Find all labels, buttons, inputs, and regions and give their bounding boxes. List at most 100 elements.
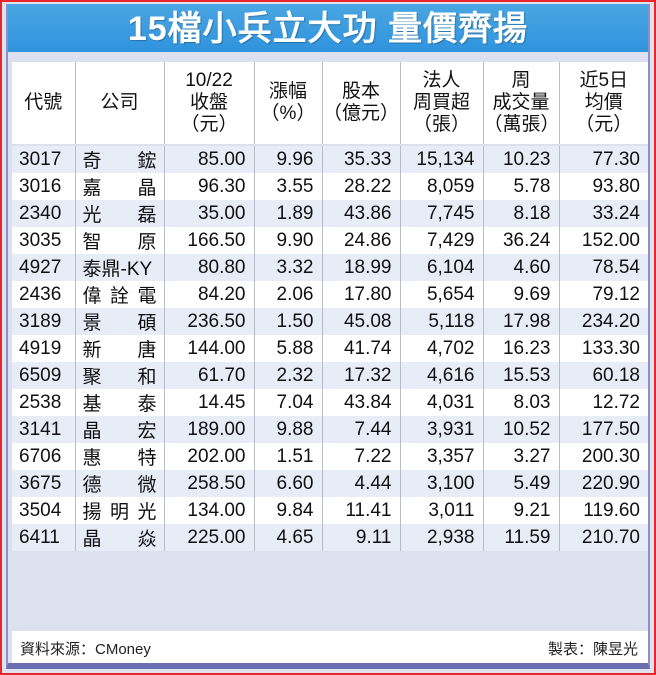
cell-capital: 17.80 <box>321 281 400 308</box>
cell-change-pct: 5.88 <box>253 335 322 362</box>
cell-capital: 43.84 <box>321 389 400 416</box>
cell-change-pct: 2.06 <box>253 281 322 308</box>
cell-inst-net-buy: 7,745 <box>399 200 483 227</box>
company-char: 電 <box>137 286 157 307</box>
cell-code: 4927 <box>12 254 75 281</box>
cell-avg5: 234.20 <box>558 308 648 335</box>
company-char: 光 <box>82 205 102 226</box>
cell-avg5: 77.30 <box>558 145 648 173</box>
cell-close: 225.00 <box>163 524 254 551</box>
cell-company: 偉詮電 <box>74 281 164 308</box>
company-name: 嘉晶 <box>83 173 157 200</box>
company-name: 惠特 <box>83 443 157 470</box>
cell-capital: 28.22 <box>321 173 400 200</box>
cell-close: 96.30 <box>163 173 254 200</box>
cell-change-pct: 1.51 <box>253 443 322 470</box>
company-char: 宏 <box>137 421 157 442</box>
company-name: 奇鋐 <box>83 146 157 173</box>
cell-company: 嘉晶 <box>74 173 164 200</box>
table-row: 6509 聚和 61.70 2.32 17.32 4,616 15.53 60.18 <box>12 362 648 389</box>
cell-avg5: 133.30 <box>558 335 648 362</box>
table-row: 4927 泰鼎-KY 80.80 3.32 18.99 6,104 4.60 78.54 <box>12 254 648 281</box>
cell-capital: 17.32 <box>321 362 400 389</box>
cell-code: 3189 <box>12 308 75 335</box>
company-char: 微 <box>137 475 157 496</box>
company-char: 磊 <box>137 205 157 226</box>
cell-inst-net-buy: 2,938 <box>399 524 483 551</box>
cell-company: 光磊 <box>74 200 164 227</box>
cell-code: 3675 <box>12 470 75 497</box>
cell-weekly-volume: 4.60 <box>482 254 559 281</box>
company-char: 碩 <box>137 313 157 334</box>
cell-code: 2538 <box>12 389 75 416</box>
cell-weekly-volume: 8.18 <box>482 200 559 227</box>
column-header-weekly-volume: 周成交量 （萬張） <box>482 62 560 146</box>
column-header-close: 10/22 收盤 （元） <box>163 62 254 146</box>
table-credit: 製表：陳昱光 <box>547 641 638 658</box>
company-name: 晶宏 <box>83 416 157 443</box>
cell-code: 6411 <box>12 524 75 551</box>
column-header-avg5: 近5日 均價 （元） <box>558 62 648 146</box>
cell-company: 基泰 <box>74 389 164 416</box>
cell-avg5: 33.24 <box>558 200 648 227</box>
cell-code: 3504 <box>12 497 75 524</box>
company-name: 景碩 <box>83 308 157 335</box>
cell-avg5: 12.72 <box>558 389 648 416</box>
cell-inst-net-buy: 3,011 <box>399 497 483 524</box>
header-line: 法人 <box>422 70 461 91</box>
cell-weekly-volume: 8.03 <box>482 389 559 416</box>
company-name: 晶焱 <box>83 524 157 551</box>
stock-table: 代號 公司 10/22 收盤 （元） 漲幅 （%） 股本 （億元） 法人 周買超 （張）周成交量 （萬張… <box>12 62 648 551</box>
company-char: 智 <box>82 232 102 253</box>
cell-avg5: 220.90 <box>558 470 648 497</box>
cell-company: 晶焱 <box>74 524 164 551</box>
cell-company: 泰鼎-KY <box>74 254 164 281</box>
cell-change-pct: 2.32 <box>253 362 322 389</box>
cell-inst-net-buy: 5,654 <box>399 281 483 308</box>
cell-weekly-volume: 9.69 <box>482 281 559 308</box>
table-row: 2340 光磊 35.00 1.89 43.86 7,745 8.18 33.24 <box>12 200 648 227</box>
company-char: 鋐 <box>137 151 157 172</box>
table-body: 3017 奇鋐 85.00 9.96 35.33 15,134 10.23 77.30 3016… <box>12 145 648 551</box>
company-char: 新 <box>82 340 102 361</box>
table-row: 3016 嘉晶 96.30 3.55 28.22 8,059 5.78 93.80 <box>12 173 648 200</box>
company-char: 德 <box>82 475 102 496</box>
table-row: 3675 德微 258.50 6.60 4.44 3,100 5.49 220.90 <box>12 470 648 497</box>
cell-avg5: 119.60 <box>558 497 648 524</box>
cell-inst-net-buy: 4,616 <box>399 362 483 389</box>
company-name: 揚明光 <box>83 497 157 524</box>
cell-capital: 11.41 <box>321 497 400 524</box>
header-line: 股本 <box>341 81 380 102</box>
cell-code: 6509 <box>12 362 75 389</box>
cell-change-pct: 1.50 <box>253 308 322 335</box>
company-char: 和 <box>137 367 157 388</box>
cell-close: 61.70 <box>163 362 254 389</box>
company-char: 泰 <box>137 394 157 415</box>
company-char: 特 <box>137 448 157 469</box>
cell-weekly-volume: 16.23 <box>482 335 559 362</box>
table-row: 2538 基泰 14.45 7.04 43.84 4,031 8.03 12.72 <box>12 389 648 416</box>
header-line: 周 <box>511 70 531 91</box>
header-line: （%） <box>260 103 316 124</box>
cell-inst-net-buy: 3,100 <box>399 470 483 497</box>
company-name: 偉詮電 <box>83 281 157 308</box>
table-row: 6706 惠特 202.00 1.51 7.22 3,357 3.27 200.30 <box>12 443 648 470</box>
company-char: 晶 <box>82 529 102 550</box>
header-line: （萬張） <box>483 114 560 135</box>
cell-weekly-volume: 15.53 <box>482 362 559 389</box>
cell-close: 258.50 <box>163 470 254 497</box>
cell-weekly-volume: 10.23 <box>482 145 559 173</box>
cell-weekly-volume: 10.52 <box>482 416 559 443</box>
company-char: 晶 <box>82 421 102 442</box>
cell-close: 35.00 <box>163 200 254 227</box>
table-row: 4919 新唐 144.00 5.88 41.74 4,702 16.23 133.30 <box>12 335 648 362</box>
company-char: 焱 <box>137 529 157 550</box>
cell-inst-net-buy: 4,031 <box>399 389 483 416</box>
company-char: 基 <box>82 394 102 415</box>
cell-change-pct: 9.84 <box>253 497 322 524</box>
header-line: 周買超 <box>412 92 470 113</box>
table-footer: 資料來源：CMoney 製表：陳昱光 <box>12 631 648 663</box>
cell-change-pct: 3.32 <box>253 254 322 281</box>
header-line: （元） <box>180 114 238 135</box>
